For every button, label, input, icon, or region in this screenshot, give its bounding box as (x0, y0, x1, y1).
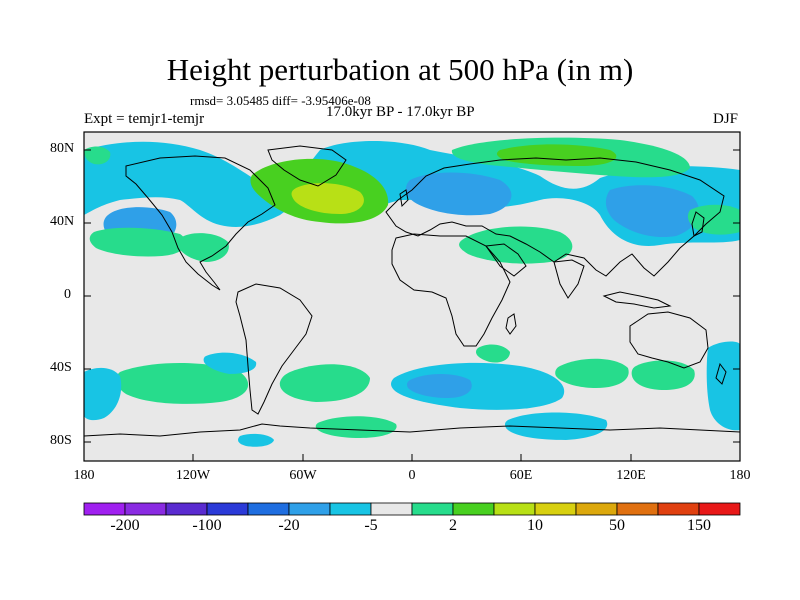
colorbar-swatch (493, 502, 536, 516)
colorbar-swatch (534, 502, 577, 516)
contour-pos-pacific-east (687, 204, 740, 235)
contour-neg-asia (605, 185, 699, 238)
colorbar-swatch (288, 502, 331, 516)
colorbar-label: 10 (527, 517, 543, 534)
colorbar-swatch (698, 502, 741, 516)
colorbar-swatch (411, 502, 454, 516)
coast-uk (399, 189, 409, 208)
contour-pos-pacific-west (89, 227, 186, 257)
contour-pos-europe-small (84, 146, 111, 165)
colorbar-label: 50 (609, 517, 625, 534)
chart-title: Height perturbation at 500 hPa (in m) (166, 52, 634, 87)
lon-label-60e: 60E (509, 468, 533, 483)
coast-japan (691, 211, 705, 237)
colorbar-swatch (575, 502, 618, 516)
colorbar-swatch (247, 502, 290, 516)
lon-label-120w: 120W (175, 468, 211, 483)
lon-label-180e: 180 (729, 468, 751, 483)
contour-field (84, 137, 740, 447)
contour-pos-eurasia-core (496, 144, 617, 166)
colorbar-swatch (452, 502, 495, 516)
stats-text: rmsd= 3.05485 diff= -3.95406e-08 (190, 93, 371, 108)
lat-label-0: 0 (64, 287, 71, 302)
contour-neg-south-pacific-small (203, 352, 257, 374)
season-label: DJF (713, 111, 739, 127)
coast-eurasia (385, 157, 725, 277)
colorbar-swatch (165, 502, 208, 516)
lon-label-120e: 120E (616, 468, 646, 483)
lat-label-80s: 80S (50, 433, 72, 448)
coast-south-america (235, 283, 313, 415)
contour-neg-antarctic (504, 412, 608, 440)
contour-neg-south-east (706, 341, 740, 431)
contour-pos-atlantic-core (291, 183, 364, 214)
coast-australia (629, 311, 709, 369)
lon-label-60w: 60W (289, 468, 317, 483)
colorbar-swatch (329, 502, 372, 516)
colorbar-label: -5 (364, 517, 378, 534)
coast-antarctica (83, 423, 741, 437)
contour-neg-europe (405, 172, 512, 216)
colorbar-label: -100 (192, 517, 222, 534)
colorbar-swatch (83, 502, 126, 516)
contour-pos-south-atlantic (279, 364, 370, 402)
colorbar-swatch (370, 502, 413, 516)
coastlines (83, 145, 741, 437)
colorbar-label: -20 (278, 517, 300, 534)
lon-label-0: 0 (408, 468, 416, 483)
contour-pos-south-indian-east (555, 358, 629, 388)
coast-madagascar (505, 313, 517, 335)
lat-label-80n: 80N (50, 141, 75, 156)
coast-indonesia (602, 291, 672, 309)
colorbar-label: -200 (110, 517, 140, 534)
coast-india (553, 259, 585, 299)
lat-label-40n: 40N (50, 214, 75, 229)
contour-pos-gulf (177, 233, 229, 262)
colorbar (83, 502, 741, 516)
colorbar-swatch (206, 502, 249, 516)
contour-pos-tasman (631, 360, 695, 390)
coast-greenland (267, 145, 347, 187)
experiment-label: Expt = temjr1-temjr (84, 111, 205, 127)
coast-arabia (485, 243, 527, 277)
colorbar-label: 150 (687, 517, 711, 534)
contour-neg-south-west (84, 367, 122, 421)
colorbar-swatch (657, 502, 700, 516)
contour-neg-antarctic-small (238, 433, 274, 447)
coast-new-zealand (715, 362, 727, 385)
period-label: 17.0kyr BP - 17.0kyr BP (326, 104, 475, 120)
lon-label-180w: 180 (73, 468, 95, 483)
coast-africa (391, 233, 511, 347)
contour-pos-south-pacific (115, 363, 249, 404)
lat-label-40s: 40S (50, 360, 72, 375)
contour-pos-antarctic (315, 416, 397, 438)
contour-pos-south-africa (476, 344, 510, 363)
colorbar-swatch (124, 502, 167, 516)
contour-neg-south-indian-core (406, 374, 472, 398)
axis-ticks (83, 149, 741, 461)
coast-north-america (125, 155, 276, 291)
colorbar-label: 2 (449, 517, 457, 534)
colorbar-swatch (616, 502, 659, 516)
